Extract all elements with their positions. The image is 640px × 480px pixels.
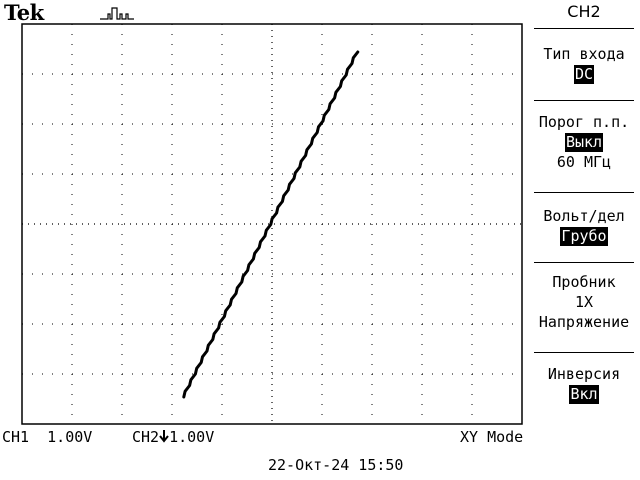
menu-item-value: DC xyxy=(573,65,595,84)
menu-title: CH2 xyxy=(567,2,601,21)
menu-item-label: Пробник xyxy=(552,273,616,291)
menu-item-label: Порог п.п. xyxy=(538,113,630,131)
menu-item-value: Вкл xyxy=(569,385,599,404)
brand-logo: Tek xyxy=(4,0,44,25)
menu-item-value: 1X xyxy=(574,293,594,311)
ch2-scale: 1.00V xyxy=(169,428,215,446)
menu-item-coupling[interactable]: Тип входа DC xyxy=(528,40,640,98)
xy-mode-indicator: XY Mode xyxy=(460,428,524,446)
ch2-scale-readout: CH2 1.00V xyxy=(132,428,214,446)
pulse-trigger-icon xyxy=(100,7,134,20)
menu-item-label: Инверсия xyxy=(547,365,621,383)
channel-menu: CH2 Тип входа DC Порог п.п. Выкл 60 МГц … xyxy=(528,0,640,430)
ch2-label: CH2 xyxy=(132,428,160,446)
menu-item-invert[interactable]: Инверсия Вкл xyxy=(528,360,640,418)
arrow-down-icon xyxy=(159,430,169,443)
menu-item-bandwidth[interactable]: Порог п.п. Выкл 60 МГц xyxy=(528,108,640,186)
menu-separator xyxy=(534,262,634,263)
menu-separator xyxy=(534,28,634,29)
menu-item-value: Грубо xyxy=(560,227,608,246)
date-time-readout: 22-Окт-24 15:50 xyxy=(268,456,404,474)
menu-separator xyxy=(534,100,634,101)
menu-item-extra: 60 МГц xyxy=(556,153,612,171)
menu-item-probe[interactable]: Пробник 1X Напряжение xyxy=(528,268,640,346)
graticule xyxy=(21,23,523,425)
menu-item-label: Вольт/дел xyxy=(543,207,625,225)
menu-separator xyxy=(534,192,634,193)
menu-separator xyxy=(534,352,634,353)
ch1-scale-readout: CH1 1.00V xyxy=(2,428,93,446)
menu-item-value: Выкл xyxy=(564,133,604,152)
menu-item-extra: Напряжение xyxy=(538,313,630,331)
xy-trace xyxy=(182,50,360,399)
menu-item-volts-div[interactable]: Вольт/дел Грубо xyxy=(528,202,640,260)
menu-item-label: Тип входа xyxy=(543,45,625,63)
